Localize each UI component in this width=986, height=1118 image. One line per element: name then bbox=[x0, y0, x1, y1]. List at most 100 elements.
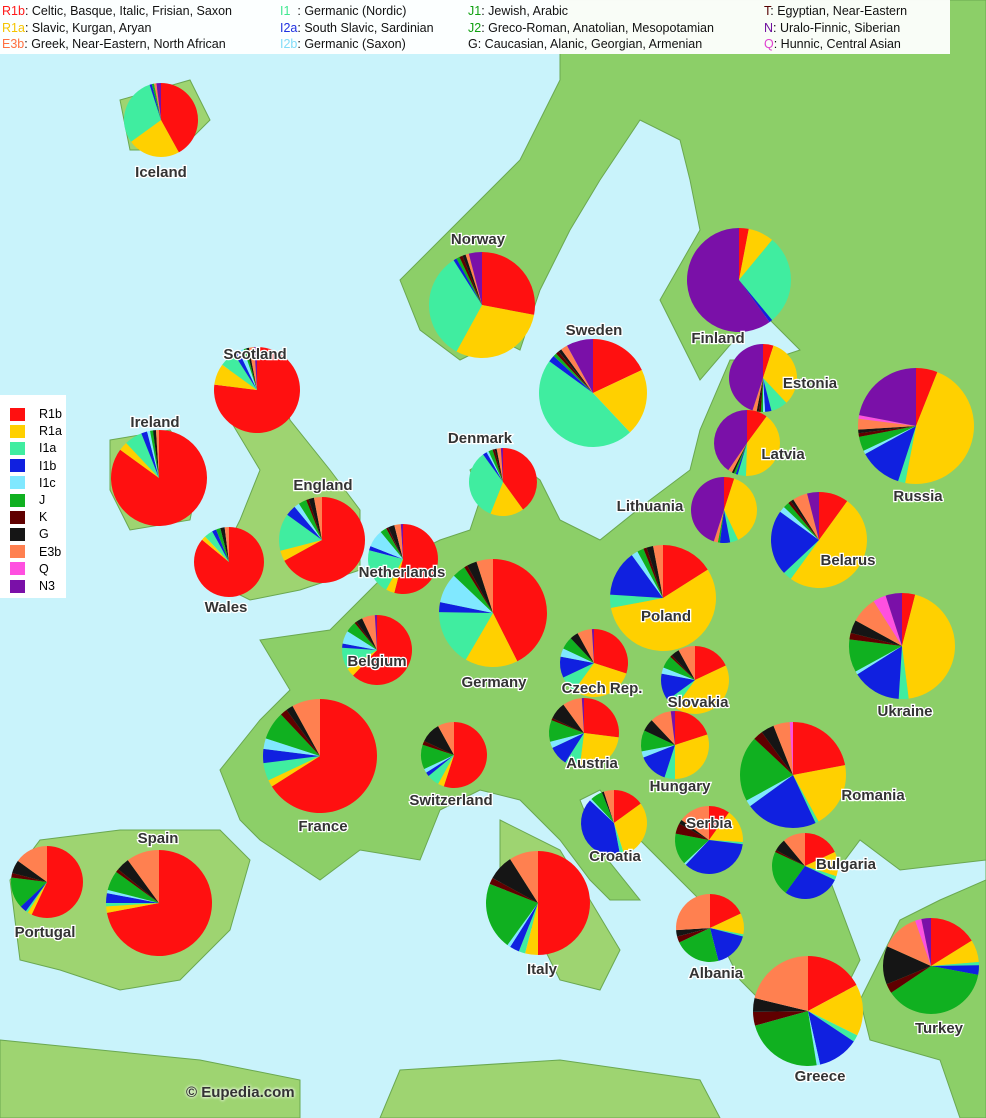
pie-slice-i1b bbox=[581, 800, 621, 856]
haplogroup-code: E3b bbox=[2, 37, 25, 51]
pie-slice-i1b bbox=[549, 356, 593, 393]
pie-slice-j bbox=[243, 348, 257, 390]
pie-slice-i1a bbox=[539, 361, 630, 447]
pie-turkey bbox=[882, 918, 979, 1014]
pie-slice-i1c bbox=[147, 430, 159, 478]
pie-slice-i1b bbox=[785, 866, 835, 900]
country-label: Serbia bbox=[686, 815, 733, 832]
pie-slice-j bbox=[717, 510, 724, 543]
pie-wales bbox=[194, 527, 265, 598]
country-label: Croatia bbox=[589, 848, 641, 865]
pie-slice-j bbox=[740, 738, 793, 801]
pie-slice-e3b bbox=[651, 711, 675, 745]
country-label: Poland bbox=[641, 608, 691, 625]
pie-slice-r1b bbox=[503, 448, 537, 510]
legend-entry: J1: Jewish, Arabic bbox=[468, 3, 714, 20]
copyright: © Eupedia.com bbox=[186, 1084, 295, 1101]
pie-slice-r1a bbox=[724, 478, 758, 540]
pie-slice-i1a bbox=[126, 433, 159, 478]
country-label: Italy bbox=[527, 961, 558, 978]
pie-slice-i1a bbox=[710, 928, 744, 937]
legend-entry: R1b: Celtic, Basque, Italic, Frisian, Sa… bbox=[2, 3, 232, 20]
pie-slice-e3b bbox=[438, 722, 454, 755]
pie-slice-g bbox=[494, 448, 503, 482]
country-label: Ireland bbox=[130, 414, 179, 431]
pie-slice-r1a bbox=[347, 650, 377, 676]
haplogroup-description: : Germanic (Saxon) bbox=[297, 37, 406, 51]
pie-slice-r1a bbox=[739, 228, 773, 280]
pie-slice-i1b bbox=[426, 755, 454, 777]
pie-slice-r1b bbox=[724, 477, 735, 510]
pie-slice-g bbox=[286, 706, 320, 756]
haplogroup-description: : Jewish, Arabic bbox=[481, 4, 569, 18]
pie-slice-r1a bbox=[525, 903, 538, 956]
pie-slice-r1a bbox=[465, 613, 518, 667]
pie-slice-g bbox=[601, 791, 614, 823]
pie-slice-e3b bbox=[603, 790, 614, 823]
pie-slice-i1a bbox=[614, 823, 625, 856]
pie-ireland bbox=[110, 430, 207, 527]
pie-slice-j bbox=[859, 426, 916, 451]
pie-slice-e3b bbox=[855, 601, 902, 646]
haplogroup-description: : Slavic, Kurgan, Aryan bbox=[24, 20, 152, 35]
color-swatch bbox=[10, 493, 25, 507]
country-label: Norway bbox=[451, 231, 506, 248]
pie-slice-k bbox=[788, 501, 819, 540]
pie-slice-k bbox=[354, 621, 377, 650]
pie-slice-j bbox=[891, 966, 979, 1014]
country-label: Switzerland bbox=[409, 792, 492, 809]
pie-slice-i1b bbox=[661, 673, 695, 700]
pie-slice-i1b bbox=[141, 431, 159, 478]
pie-slice-i1a bbox=[342, 647, 377, 669]
pie-slice-r1b bbox=[916, 368, 938, 426]
pie-slice-r1b bbox=[394, 524, 438, 594]
pie-slice-i1c bbox=[263, 738, 320, 756]
pie-slice-r1a bbox=[131, 120, 179, 157]
pie-slice-i1a bbox=[279, 514, 322, 551]
pie-slice-i1b bbox=[857, 646, 902, 699]
pie-slice-e3b bbox=[127, 850, 159, 903]
legend-entry: G: Caucasian, Alanic, Georgian, Armenian bbox=[468, 36, 714, 53]
legend-label: R1a bbox=[39, 424, 62, 439]
legend-entry: N: Uralo-Finnic, Siberian bbox=[764, 20, 907, 37]
pie-slice-i1c bbox=[294, 503, 322, 540]
pie-slice-k bbox=[551, 718, 584, 733]
pie-slice-k bbox=[849, 632, 902, 646]
pie-slice-r1b bbox=[614, 790, 641, 823]
country-label: Netherlands bbox=[359, 564, 446, 581]
legend-label: K bbox=[39, 510, 48, 525]
pie-slice-i1c bbox=[855, 646, 902, 675]
pie-slice-r1a bbox=[386, 559, 403, 593]
pie-slice-i1b bbox=[552, 733, 584, 763]
land-shape bbox=[0, 1039, 301, 1118]
pie-slice-e3b bbox=[783, 833, 805, 866]
color-swatch bbox=[10, 579, 25, 593]
pie-slice-n3 bbox=[670, 711, 675, 745]
pie-scotland bbox=[214, 347, 300, 433]
pie-slice-r1b bbox=[805, 833, 835, 866]
pie-slice-e3b bbox=[248, 347, 257, 390]
pie-charts bbox=[10, 83, 979, 1066]
pie-slice-q bbox=[858, 415, 916, 426]
pie-slice-i1c bbox=[507, 903, 538, 947]
country-label: Latvia bbox=[761, 446, 805, 463]
color-swatch bbox=[10, 527, 25, 541]
pie-slovakia bbox=[661, 646, 729, 714]
pie-slice-n3 bbox=[921, 918, 931, 966]
pie-slice-r1a bbox=[456, 305, 535, 358]
pie-slice-i1a bbox=[784, 540, 819, 579]
pie-slice-i1a bbox=[439, 612, 493, 660]
pie-slice-g bbox=[753, 998, 808, 1012]
legend-label: I1c bbox=[39, 475, 56, 490]
pie-slice-i1b bbox=[369, 546, 403, 559]
pie-slice-j bbox=[107, 871, 159, 903]
pie-slice-i1b bbox=[808, 1011, 854, 1065]
pie-slice-i1a bbox=[468, 454, 503, 514]
pie-slice-e3b bbox=[752, 378, 763, 412]
color-swatch bbox=[10, 545, 25, 559]
pie-slice-i1a bbox=[518, 903, 538, 954]
pie-slice-i1b bbox=[212, 529, 229, 562]
pie-slice-i1a bbox=[739, 239, 791, 321]
pie-albania bbox=[675, 894, 744, 962]
pie-slice-i1b bbox=[560, 656, 594, 678]
